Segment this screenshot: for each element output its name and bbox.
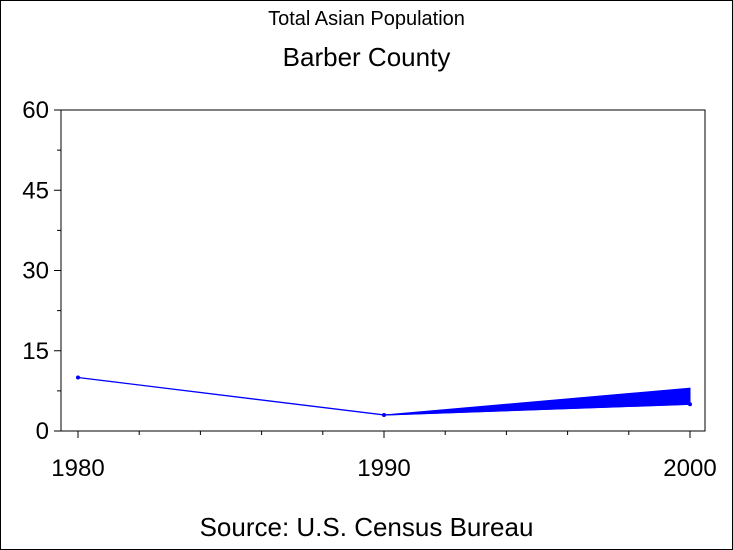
chart-title: Total Asian Population	[268, 8, 465, 30]
y-tick-label: 60	[22, 97, 49, 124]
x-tick-label: 1980	[51, 455, 104, 482]
series-line-segment	[77, 376, 385, 416]
data-point	[688, 402, 692, 407]
plot-area	[60, 109, 706, 432]
x-tick-label: 2000	[663, 455, 716, 482]
data-point	[76, 375, 80, 380]
chart-source: Source: U.S. Census Bureau	[199, 512, 534, 542]
y-tick-label: 30	[22, 258, 49, 285]
data-point	[382, 412, 386, 417]
y-tick-label: 0	[36, 418, 49, 445]
series-line-segment	[383, 403, 691, 416]
y-tick-label: 45	[22, 177, 49, 204]
chart-subtitle: Barber County	[282, 42, 451, 72]
x-tick-label: 1990	[357, 455, 410, 482]
y-tick-label: 15	[22, 338, 49, 365]
series-band	[383, 387, 691, 416]
